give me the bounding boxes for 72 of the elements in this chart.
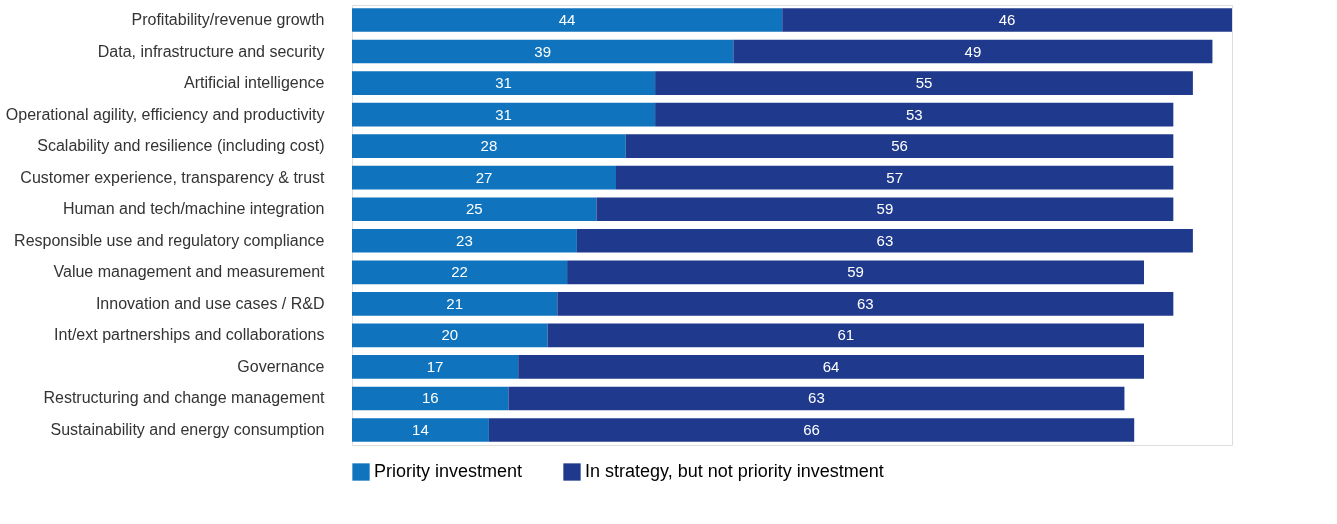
bar: [616, 165, 1174, 190]
bar: [508, 386, 1125, 411]
bar: [488, 418, 1135, 442]
bar: [567, 260, 1144, 285]
bar: [352, 197, 597, 222]
data-label: 63: [808, 389, 825, 407]
legend-label: Priority investment: [374, 461, 523, 481]
y-tick-label: Sustainability and energy consumption: [50, 421, 325, 439]
y-tick-label: Profitability/revenue growth: [131, 10, 325, 28]
data-label: 28: [480, 137, 498, 155]
data-label: 25: [465, 200, 483, 218]
bar: [352, 39, 734, 64]
data-label: 39: [534, 42, 552, 60]
data-label: 17: [426, 357, 444, 375]
data-label: 31: [495, 105, 512, 123]
data-label: 57: [886, 168, 904, 186]
bar: [352, 355, 519, 379]
data-label: 63: [876, 231, 894, 249]
data-label: 59: [876, 200, 894, 218]
data-label: 27: [475, 168, 493, 186]
y-tick-label: Responsible use and regulatory compliance: [14, 231, 325, 249]
bar: [547, 323, 1144, 348]
data-label: 21: [446, 294, 464, 312]
bar: [782, 8, 1232, 32]
bar: [596, 197, 1174, 222]
y-tick-label: Value management and measurement: [53, 263, 326, 281]
data-label: 63: [856, 294, 874, 312]
bar: [352, 228, 577, 253]
data-label: 61: [837, 326, 855, 344]
data-label: 46: [998, 10, 1016, 28]
bar: [352, 134, 626, 158]
bar: [576, 228, 1193, 253]
bar: [352, 71, 656, 95]
bar: [655, 71, 1193, 95]
bar: [352, 386, 509, 411]
data-label: 49: [964, 42, 982, 60]
y-tick-label: Human and tech/machine integration: [63, 200, 325, 218]
bar: [655, 102, 1174, 127]
y-tick-label: Restructuring and change management: [43, 389, 326, 407]
bar: [352, 323, 548, 348]
data-label: 44: [558, 10, 576, 28]
data-label: 64: [822, 357, 840, 375]
data-label: 66: [803, 421, 820, 439]
data-label: 14: [412, 421, 429, 439]
data-label: 20: [441, 326, 459, 344]
data-label: 22: [451, 263, 468, 281]
data-label: 55: [915, 74, 933, 92]
data-label: 59: [847, 263, 864, 281]
y-tick-label: Innovation and use cases / R&D: [95, 294, 325, 312]
legend-label: In strategy, but not priority investment: [585, 461, 884, 481]
bar: [352, 418, 489, 442]
y-tick-label: Operational agility, efficiency and productivity: [5, 105, 325, 123]
y-tick-label: Data, infrastructure and security: [97, 42, 325, 60]
data-label: 16: [421, 389, 439, 407]
bar: [557, 292, 1174, 316]
y-tick-label: Governance: [237, 357, 325, 375]
data-label: 56: [891, 137, 908, 155]
bar: [352, 8, 783, 32]
bar: [352, 165, 616, 190]
bar: [518, 355, 1144, 379]
y-tick-label: Artificial intelligence: [183, 74, 325, 92]
y-tick-label: Customer experience, transparency & trust: [20, 168, 326, 186]
bar: [352, 102, 656, 127]
data-label: 23: [456, 231, 473, 249]
bar: [352, 260, 568, 285]
data-label: 53: [905, 105, 923, 123]
bar: [733, 39, 1213, 64]
y-tick-label: Int/ext partnerships and collaborations: [54, 326, 325, 344]
bar: [352, 292, 558, 316]
data-label: 31: [495, 74, 512, 92]
bar: [625, 134, 1174, 158]
y-tick-label: Scalability and resilience (including cost): [37, 137, 325, 155]
